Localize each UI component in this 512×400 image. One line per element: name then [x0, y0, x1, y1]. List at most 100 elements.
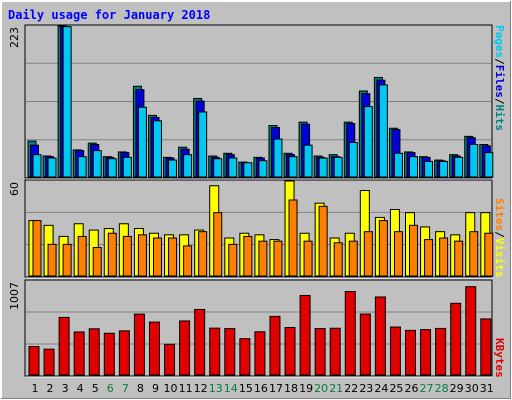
side-label-sites-visits-part-0: Sites	[493, 198, 506, 231]
x-tick-label-20: 20	[314, 382, 328, 395]
bar-sites-16	[258, 240, 268, 277]
panel-frame-1	[24, 24, 493, 179]
bar-kbytes-22	[344, 291, 356, 376]
bar-pages-26	[409, 156, 418, 178]
bar-kbytes-6	[103, 332, 115, 376]
bar-kbytes-30	[465, 286, 477, 376]
bar-kbytes-18	[284, 326, 296, 376]
bar-pages-4	[77, 156, 87, 178]
bar-sites-1	[32, 220, 42, 277]
bar-kbytes-31	[480, 318, 492, 376]
x-tick-label-21: 21	[329, 382, 343, 395]
bar-kbytes-4	[73, 331, 85, 376]
bar-sites-24	[378, 220, 388, 277]
bar-sites-9	[152, 237, 162, 277]
x-tick-label-28: 28	[435, 382, 449, 395]
panel-frame-3	[24, 279, 493, 377]
bar-pages-22	[348, 141, 358, 178]
bar-kbytes-5	[88, 328, 100, 376]
bar-pages-2	[47, 157, 57, 178]
bar-kbytes-21	[329, 327, 341, 376]
x-tick-label-29: 29	[450, 382, 464, 395]
bar-pages-25	[393, 152, 403, 178]
x-tick-label-30: 30	[465, 382, 479, 395]
bar-kbytes-28	[435, 327, 447, 376]
side-label-sites-visits-part-1: /	[493, 231, 506, 238]
x-tick-label-10: 10	[164, 382, 178, 395]
bar-pages-1	[32, 154, 42, 178]
side-label-hits-files-pages-part-3: /	[493, 98, 506, 105]
bar-kbytes-10	[164, 343, 176, 376]
x-tick-label-26: 26	[405, 382, 419, 395]
bar-pages-21	[333, 156, 343, 178]
bar-sites-14	[228, 243, 238, 277]
bar-sites-3	[62, 243, 72, 277]
side-label-kbytes-part-0: KBytes	[493, 338, 506, 378]
page-title: Daily usage for January 2018	[8, 8, 211, 22]
bar-pages-14	[228, 157, 238, 178]
x-tick-label-2: 2	[47, 382, 54, 395]
bar-kbytes-12	[194, 308, 206, 376]
x-tick-label-23: 23	[359, 382, 373, 395]
bar-sites-8	[137, 234, 147, 277]
bar-kbytes-9	[148, 321, 160, 376]
bar-pages-27	[424, 160, 434, 178]
bar-kbytes-19	[299, 294, 311, 376]
x-tick-label-1: 1	[32, 382, 39, 395]
bar-pages-29	[454, 156, 464, 178]
bar-pages-31	[484, 152, 494, 178]
bar-sites-4	[77, 235, 87, 277]
bar-pages-30	[469, 143, 479, 178]
x-tick-label-11: 11	[179, 382, 193, 395]
bar-pages-8	[137, 106, 147, 178]
bar-pages-24	[378, 84, 388, 178]
bar-kbytes-3	[58, 316, 70, 376]
bar-pages-10	[168, 159, 178, 178]
bar-pages-19	[303, 144, 313, 178]
x-tick-label-18: 18	[284, 382, 298, 395]
x-tick-label-5: 5	[92, 382, 99, 395]
bar-sites-21	[333, 242, 343, 277]
bar-pages-7	[122, 156, 132, 178]
side-label-hits-files-pages-part-4: Hits	[493, 105, 506, 132]
bar-sites-2	[47, 243, 57, 277]
bar-kbytes-29	[450, 302, 462, 376]
x-tick-label-19: 19	[299, 382, 313, 395]
bar-sites-7	[122, 235, 132, 277]
x-tick-label-13: 13	[209, 382, 223, 395]
bar-sites-20	[318, 205, 328, 277]
bar-kbytes-27	[420, 329, 432, 376]
bar-kbytes-26	[405, 329, 416, 376]
bar-kbytes-15	[239, 338, 251, 376]
ymax-label-2: 60	[8, 182, 21, 196]
bar-pages-12	[198, 111, 208, 178]
bar-kbytes-2	[43, 348, 55, 376]
bar-kbytes-11	[179, 320, 191, 376]
bar-pages-28	[439, 160, 449, 178]
x-tick-label-31: 31	[480, 382, 494, 395]
side-label-sites-visits-part-2: Visits	[493, 238, 506, 278]
bar-kbytes-1	[28, 346, 40, 376]
bar-sites-17	[273, 240, 283, 277]
x-tick-label-25: 25	[389, 382, 403, 395]
bar-sites-18	[288, 199, 298, 277]
bar-sites-10	[168, 237, 178, 277]
bar-kbytes-23	[359, 313, 371, 376]
bar-sites-5	[92, 247, 102, 277]
bar-sites-22	[348, 240, 358, 277]
x-tick-label-27: 27	[420, 382, 434, 395]
x-tick-label-17: 17	[269, 382, 283, 395]
side-label-hits-files-pages-part-0: Pages	[493, 25, 506, 58]
bar-sites-27	[424, 239, 434, 277]
bar-sites-29	[454, 240, 464, 277]
bar-kbytes-24	[374, 296, 386, 376]
bar-kbytes-14	[224, 328, 236, 376]
bar-pages-5	[92, 150, 102, 178]
bar-kbytes-8	[133, 313, 145, 376]
bar-sites-13	[213, 212, 223, 277]
side-label-hits-files-pages-part-2: Files	[493, 65, 506, 98]
bar-pages-17	[273, 138, 283, 178]
x-tick-label-4: 4	[77, 382, 84, 395]
side-label-hits-files-pages: Pages/Files/Hits	[493, 25, 506, 131]
